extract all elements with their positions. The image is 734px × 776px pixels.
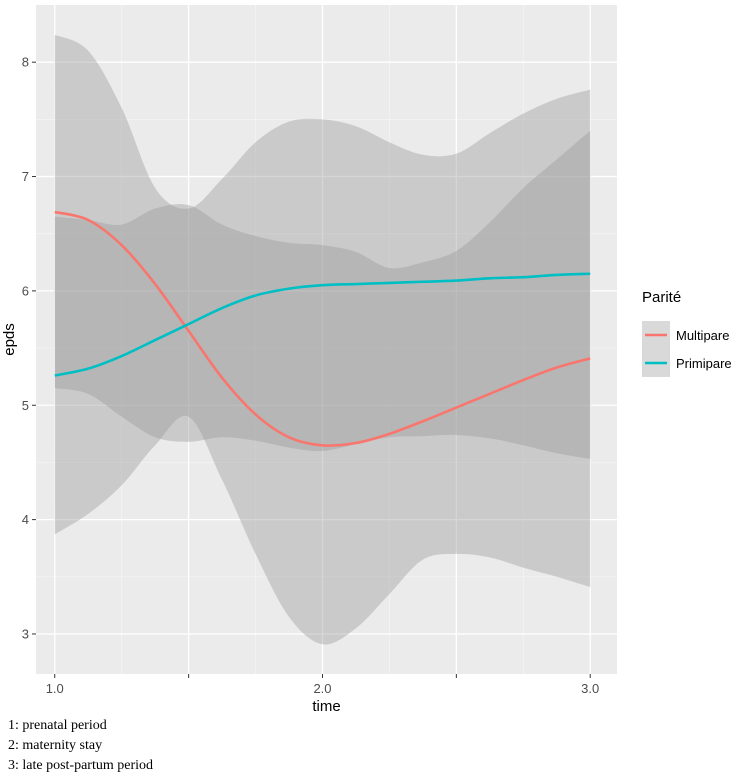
chart-svg: 3 4 5 6 7 8 1.0 2.0 3.0 epds time Parité Multip…: [1, 5, 732, 712]
legend-item-multipare: Multipare: [642, 321, 729, 349]
x-axis: 1.0 2.0 3.0: [46, 674, 599, 696]
x-tick-label: 2.0: [313, 681, 331, 696]
line-primipare: [54, 272, 591, 377]
plot-panel: [36, 5, 617, 674]
series-lines: [54, 210, 591, 447]
y-axis-title: epds: [1, 323, 18, 356]
y-tick-label: 5: [22, 398, 29, 413]
y-tick-label: 4: [22, 512, 29, 527]
footnote-2: 2: maternity stay: [8, 738, 103, 753]
major-gridlines: [36, 5, 617, 674]
legend-title: Parité: [642, 289, 681, 306]
line-multipare: [54, 210, 591, 447]
confidence-ribbons: [54, 34, 591, 645]
x-tick-label: 1.0: [46, 681, 64, 696]
y-tick-label: 3: [22, 626, 29, 641]
y-tick-label: 8: [22, 55, 29, 70]
y-tick-label: 7: [22, 169, 29, 184]
x-axis-title: time: [312, 698, 340, 712]
footnote-1: 1: prenatal period: [8, 718, 107, 733]
footnotes: 1: prenatal period 2: maternity stay 3: …: [8, 716, 153, 776]
legend-item-primipare: Primipare: [642, 349, 732, 377]
legend-label-primipare: Primipare: [676, 356, 732, 371]
y-axis: 3 4 5 6 7 8: [22, 55, 36, 641]
ribbon-primipare: [54, 130, 591, 460]
legend-label-multipare: Multipare: [676, 328, 729, 343]
legend: Parité Multipare Primipare: [642, 289, 732, 377]
x-tick-label: 3.0: [581, 681, 599, 696]
footnote-3: 3: late post-partum period: [8, 758, 154, 773]
y-tick-label: 6: [22, 283, 29, 298]
ribbon-multipare: [54, 34, 591, 645]
minor-gridlines: [36, 5, 617, 674]
